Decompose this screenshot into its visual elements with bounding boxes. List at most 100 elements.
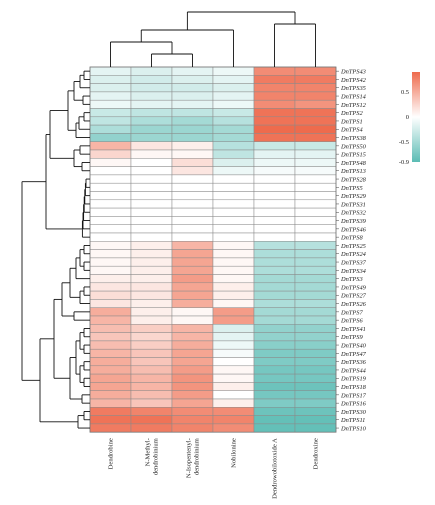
heatmap-cell <box>253 348 296 358</box>
heatmap-cell <box>294 373 337 383</box>
heatmap-cell <box>212 158 255 167</box>
heatmap-cell <box>294 133 337 142</box>
heatmap-cell <box>212 108 255 118</box>
heatmap-cell <box>294 66 337 76</box>
row-label: DnTPS28 <box>340 176 367 183</box>
heatmap-cell <box>212 365 255 375</box>
heatmap-cell <box>89 207 132 217</box>
heatmap-cell <box>130 390 173 400</box>
row-label: DnTPS9 <box>340 334 363 341</box>
heatmap-cell <box>294 241 337 250</box>
row-label: DnTPS10 <box>340 425 367 432</box>
heatmap-cell <box>253 365 296 375</box>
heatmap-cell <box>212 191 255 201</box>
legend-tick-label: -0.5 <box>399 139 409 146</box>
heatmap-cell <box>89 241 132 250</box>
row-label: DnTPS18 <box>340 384 367 391</box>
heatmap-cells <box>89 66 337 433</box>
heatmap-cell <box>171 373 214 383</box>
heatmap-cell <box>130 307 173 317</box>
heatmap-cell <box>253 141 296 151</box>
heatmap-cell <box>212 274 255 284</box>
heatmap-cell <box>171 249 214 259</box>
heatmap-cell <box>294 365 337 375</box>
heatmap-cell <box>89 158 132 167</box>
heatmap-cell <box>294 108 337 118</box>
legend-tick-label: 0.5 <box>401 89 409 96</box>
heatmap-cell <box>89 182 132 192</box>
heatmap-cell <box>89 124 132 134</box>
heatmap-cell <box>294 116 337 126</box>
heatmap-cell <box>171 340 214 350</box>
row-label: DnTPS39 <box>340 218 367 225</box>
heatmap-cell <box>130 290 173 300</box>
heatmap-cell <box>130 108 173 118</box>
column-label: dendrobinium <box>153 437 160 475</box>
heatmap-cell <box>212 407 255 416</box>
row-label: DnTPS32 <box>340 210 367 217</box>
heatmap-cell <box>294 207 337 217</box>
heatmap-cell <box>294 307 337 317</box>
column-label: Nobilonine <box>231 438 238 468</box>
row-label: DnTPS5 <box>340 185 363 192</box>
heatmap-cell <box>171 415 214 425</box>
heatmap-cell <box>171 91 214 101</box>
heatmap-cell <box>253 182 296 192</box>
heatmap-cell <box>253 83 296 93</box>
column-dendrogram <box>110 11 316 67</box>
heatmap-cell <box>253 124 296 134</box>
heatmap-cell <box>171 191 214 201</box>
heatmap-cell <box>171 66 214 76</box>
heatmap-cell <box>212 241 255 250</box>
row-label: DnTPS40 <box>340 342 367 349</box>
heatmap-cell <box>294 315 337 325</box>
heatmap-cell <box>171 149 214 159</box>
heatmap-cell <box>212 415 255 425</box>
heatmap-cell <box>212 91 255 101</box>
heatmap-cell <box>89 257 132 267</box>
row-label: DnTPS35 <box>340 85 366 92</box>
column-label: dendrobinium <box>194 437 201 475</box>
heatmap-cell <box>171 124 214 134</box>
row-label: DnTPS42 <box>340 77 367 84</box>
heatmap-cell <box>253 232 296 242</box>
heatmap-cell <box>253 398 296 408</box>
heatmap-cell <box>294 423 337 433</box>
row-label: DnTPS1 <box>340 118 363 125</box>
heatmap-cell <box>294 249 337 259</box>
heatmap-cell <box>212 133 255 142</box>
heatmap-cell <box>171 290 214 300</box>
heatmap-cell <box>253 166 296 176</box>
row-label: DnTPS41 <box>340 326 366 333</box>
heatmap-border <box>89 66 337 433</box>
heatmap-cell <box>294 166 337 176</box>
heatmap-cell <box>130 257 173 267</box>
heatmap-cell <box>130 141 173 151</box>
heatmap-cell <box>89 232 132 242</box>
heatmap-cell <box>253 407 296 416</box>
heatmap-cell <box>171 265 214 275</box>
heatmap-cell <box>212 315 255 325</box>
heatmap-cell <box>89 83 132 93</box>
row-label: DnTPS26 <box>340 301 367 308</box>
heatmap-cell <box>212 232 255 242</box>
heatmap-cell <box>294 158 337 167</box>
column-labels: Dendrobine N-Methyl-dendrobinium N-Isopent… <box>108 437 320 498</box>
heatmap-cell <box>253 216 296 225</box>
heatmap-cell <box>253 174 296 184</box>
heatmap-cell <box>294 199 337 209</box>
heatmap-cell <box>212 149 255 159</box>
heatmap-cell <box>253 357 296 367</box>
heatmap-cell <box>130 332 173 342</box>
heatmap-cell <box>89 265 132 275</box>
heatmap-cell <box>89 174 132 184</box>
heatmap-cell <box>212 141 255 151</box>
heatmap-cell <box>294 75 337 84</box>
heatmap-cell <box>253 299 296 308</box>
heatmap-cell <box>130 191 173 201</box>
heatmap-cell <box>212 265 255 275</box>
heatmap-cell <box>130 340 173 350</box>
legend-tick-label: -0.9 <box>399 159 409 166</box>
row-label: DnTPS11 <box>340 417 365 424</box>
